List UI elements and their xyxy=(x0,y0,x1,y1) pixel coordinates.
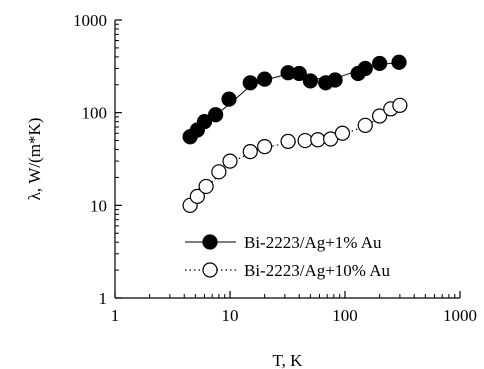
series-2-point xyxy=(297,132,313,149)
series-2-point xyxy=(357,117,373,133)
legend-marker-2 xyxy=(202,262,218,278)
series-1-point xyxy=(357,60,373,77)
legend-marker-1 xyxy=(202,234,218,250)
legend-label-1: Bi-2223/Ag+1% Au xyxy=(244,233,382,252)
series-1-point xyxy=(242,75,258,91)
y-tick-label: 1000 xyxy=(73,11,107,30)
series-1-point xyxy=(327,72,343,88)
series-1-point xyxy=(221,91,237,107)
series-2-point xyxy=(257,139,273,155)
x-tick-label: 1000 xyxy=(443,306,477,325)
series-1-point xyxy=(372,55,388,72)
series-2-point xyxy=(189,188,205,204)
x-tick-label: 100 xyxy=(332,306,358,325)
series-2-point xyxy=(372,108,388,124)
y-axis-label: λ, W/(m*K) xyxy=(25,118,44,201)
plot-area: 1 10 100 1000 1 10 100 1000 xyxy=(73,11,477,325)
series-2-point xyxy=(280,133,296,149)
series-1-point xyxy=(391,54,407,70)
x-tick-label: 1 xyxy=(111,306,120,325)
series-2-point xyxy=(310,132,326,148)
y-tick-label: 1 xyxy=(99,289,108,308)
series-layer xyxy=(182,54,408,213)
series-2-point xyxy=(211,164,227,180)
series-2-point xyxy=(198,178,214,195)
legend: Bi-2223/Ag+1% Au Bi-2223/Ag+10% Au xyxy=(185,233,391,280)
series-1-point xyxy=(257,71,273,87)
series-1-point xyxy=(291,65,307,82)
y-tick-label: 10 xyxy=(90,196,107,215)
x-tick-label: 10 xyxy=(222,306,239,325)
legend-label-2: Bi-2223/Ag+10% Au xyxy=(244,261,391,280)
series-2-point xyxy=(222,153,238,169)
series-1-point xyxy=(302,73,318,89)
series-2-point xyxy=(392,97,408,113)
series-2-point xyxy=(334,125,351,141)
series-1-point xyxy=(196,114,213,130)
series-1-point xyxy=(208,107,224,123)
y-tick-label: 100 xyxy=(82,104,108,123)
x-axis-label: T, K xyxy=(273,351,304,369)
series-2-point xyxy=(242,144,258,160)
